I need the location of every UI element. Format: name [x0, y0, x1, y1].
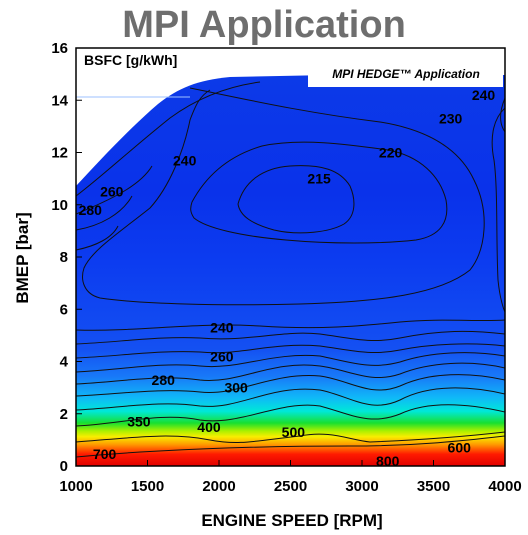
y-tick-label: 6 [60, 301, 68, 318]
x-tick-label: 1000 [59, 478, 92, 495]
contour-label: 260 [100, 184, 124, 200]
contour-label: 240 [472, 87, 496, 103]
x-tick-label: 2500 [274, 478, 307, 495]
y-tick-label: 16 [51, 40, 68, 57]
contour-line [491, 107, 505, 313]
contour-line [76, 330, 505, 345]
legend-box [308, 61, 503, 87]
x-tick-label: 1500 [131, 478, 164, 495]
contour-line [237, 165, 355, 234]
y-tick-label: 10 [51, 197, 68, 214]
contour-line [76, 195, 133, 231]
contour-line [76, 343, 505, 359]
y-tick-label: 14 [51, 92, 68, 109]
y-tick-label: 8 [60, 249, 68, 266]
contour-line [76, 81, 261, 197]
contour-label: 230 [439, 111, 463, 127]
contour-label: 600 [448, 440, 472, 456]
contour-line [76, 435, 505, 458]
contour-label: 400 [197, 419, 221, 435]
y-tick-label: 2 [60, 406, 68, 423]
contour-label: 800 [376, 453, 400, 469]
contour-label: 500 [282, 424, 306, 440]
contour-line [190, 141, 448, 244]
contour-label: 280 [79, 202, 103, 218]
bsfc-map-region [76, 75, 505, 466]
x-tick-label: 3500 [417, 478, 450, 495]
contour-value-labels: 240 230 220 215 240 260 280 240 260 280 300 350 400 5… [79, 87, 496, 469]
contour-line [76, 225, 119, 251]
contour-label: 215 [307, 171, 331, 187]
x-axis: 1000 1500 2000 2500 3000 3500 4000 [59, 460, 522, 495]
contour-label: 700 [93, 446, 117, 462]
contour-line [500, 97, 505, 133]
y-tick-label: 4 [60, 354, 69, 371]
x-tick-label: 4000 [488, 478, 521, 495]
legend-label: MPI HEDGE™ Application [332, 67, 480, 81]
chart-title: MPI Application [122, 4, 406, 46]
y-tick-label: 0 [60, 458, 68, 475]
x-tick-label: 2000 [202, 478, 235, 495]
contour-label: 220 [379, 145, 403, 161]
contour-label: 280 [152, 372, 176, 388]
contour-label: 300 [224, 380, 248, 396]
contour-lines [76, 81, 505, 458]
contour-label: 260 [210, 348, 234, 364]
y-tick-label: 12 [51, 145, 68, 162]
contour-line [76, 431, 505, 444]
y-axis-label: BMEP [bar] [13, 212, 32, 303]
x-axis-label: ENGINE SPEED [RPM] [201, 511, 382, 530]
contour-line [76, 352, 505, 373]
unit-label-box [78, 50, 206, 70]
contour-label: 350 [127, 414, 151, 430]
contour-line [76, 319, 505, 331]
unit-label: BSFC [g/kWh] [84, 52, 177, 68]
x-tick-label: 3000 [345, 478, 378, 495]
contour-label: 240 [173, 152, 197, 168]
contour-line [76, 362, 505, 385]
contour-line [76, 404, 505, 427]
contour-line [76, 165, 153, 215]
contour-line [76, 374, 505, 397]
y-axis: 0 2 4 6 8 10 12 14 16 [51, 40, 82, 475]
contour-line [82, 87, 485, 306]
contour-line [76, 387, 505, 411]
contour-label: 240 [210, 320, 234, 336]
